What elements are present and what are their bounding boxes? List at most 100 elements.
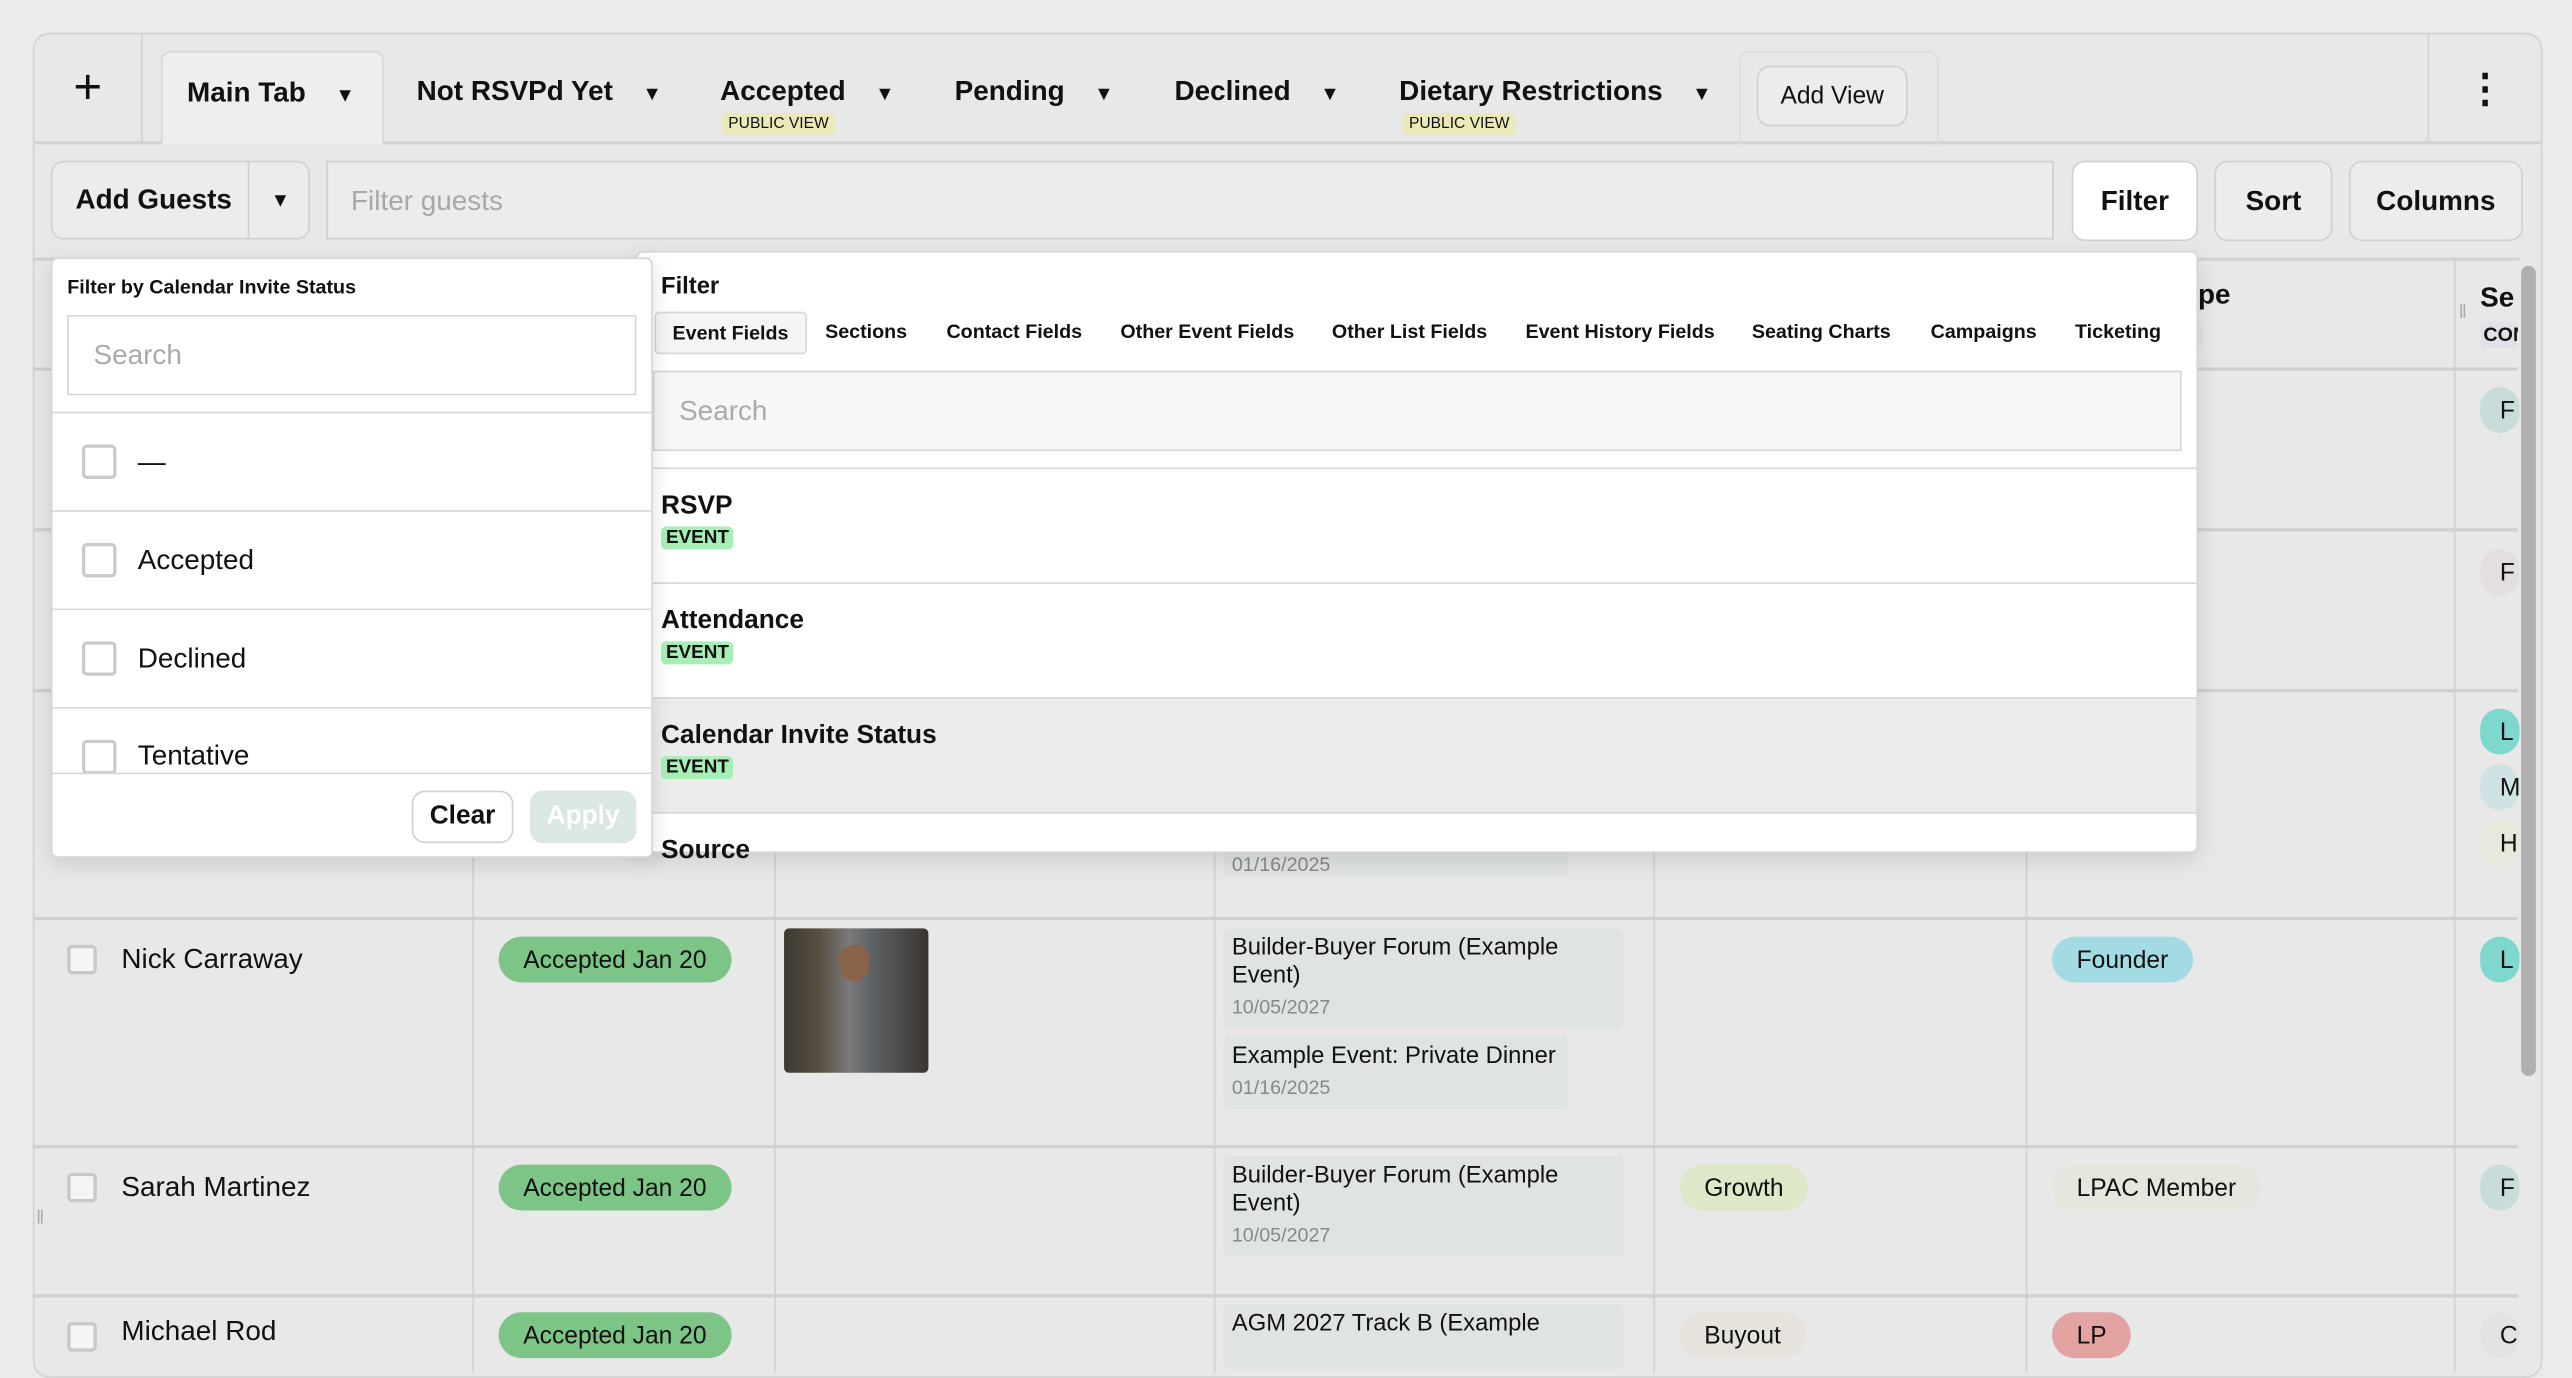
event-card: Builder-Buyer Forum (Example Event) 10/05…: [1223, 1156, 1624, 1257]
event-card: 01/16/2025: [1223, 828, 1569, 878]
tag-pill: F: [2480, 549, 2520, 596]
filter-button[interactable]: Filter: [2071, 160, 2199, 242]
public-view-badge: PUBLIC VIEW: [1402, 113, 1517, 135]
vertical-scrollbar[interactable]: [2521, 265, 2536, 1077]
event-name: AGM 2027 Track B (Example: [1231, 1310, 1540, 1337]
column-header-last[interactable]: Se: [2480, 282, 2515, 314]
tab-main[interactable]: Main Tab ▼: [160, 50, 384, 145]
row-checkbox[interactable]: [67, 1172, 97, 1203]
filter-tab-ticketing[interactable]: Ticketing: [2074, 319, 2162, 343]
field-option-source[interactable]: Source: [652, 811, 2197, 860]
filter-tab-contact-fields[interactable]: Contact Fields: [946, 319, 1083, 343]
event-date: 10/05/2027: [1231, 1223, 1331, 1247]
filter-tab-sections[interactable]: Sections: [825, 319, 908, 343]
field-option-attendance[interactable]: Attendance EVENT: [652, 582, 2197, 697]
clear-button[interactable]: Clear: [411, 790, 514, 844]
kebab-icon: ⋮: [2465, 66, 2505, 111]
tab-label: Main Tab: [186, 77, 306, 109]
field-option-rsvp[interactable]: RSVP EVENT: [652, 467, 2197, 582]
checkbox[interactable]: [82, 542, 117, 578]
checkbox[interactable]: [82, 739, 117, 773]
filter-tab-other-event-fields[interactable]: Other Event Fields: [1120, 319, 1295, 343]
checkbox[interactable]: [82, 444, 117, 479]
option-label: Accepted: [137, 543, 255, 575]
event-name: Example Event: Private Dinner: [1231, 1043, 1556, 1070]
filter-guests-input[interactable]: Filter guests: [326, 160, 2054, 240]
add-guests-button[interactable]: Add Guests ▼: [50, 160, 311, 240]
calendar-invite-status-filter-popup: Filter by Calendar Invite Status Search …: [50, 257, 653, 858]
guest-name[interactable]: Michael Rod: [121, 1315, 277, 1347]
tab-pending[interactable]: Pending ▼: [955, 51, 1114, 144]
column-last-tag: CON: [2480, 321, 2518, 348]
filter-tab-seating-charts[interactable]: Seating Charts: [1751, 319, 1891, 343]
tag-pill: M: [2480, 764, 2520, 811]
option-tentative[interactable]: Tentative: [52, 706, 652, 773]
event-card: AGM 2027 Track B (Example: [1223, 1304, 1624, 1370]
tag-pill: F: [2480, 1164, 2520, 1211]
popup-title: Filter by Calendar Invite Status: [67, 275, 357, 299]
row-checkbox[interactable]: [67, 944, 97, 975]
field-type-badge: EVENT: [661, 641, 734, 665]
event-name: Builder-Buyer Forum (Example Event): [1231, 934, 1559, 990]
caret-down-icon[interactable]: ▼: [1094, 82, 1114, 105]
apply-button[interactable]: Apply: [529, 790, 637, 844]
field-type-badge: EVENT: [661, 756, 734, 780]
tag-pill: L: [2480, 936, 2520, 983]
view-tabs-bar: [32, 33, 2543, 145]
column-resize-handle[interactable]: ‖: [2458, 300, 2467, 324]
caret-down-icon[interactable]: ▼: [1692, 82, 1712, 105]
row-resize-handle[interactable]: ‖: [36, 1205, 45, 1229]
checkbox[interactable]: [82, 641, 117, 676]
rsvp-status-pill: Accepted Jan 20: [498, 1164, 732, 1211]
event-date: 10/05/2027: [1231, 995, 1331, 1019]
caret-down-icon[interactable]: ▼: [335, 83, 355, 107]
guest-name[interactable]: Sarah Martinez: [121, 1171, 311, 1203]
option-label: —: [137, 445, 166, 477]
status-search-input[interactable]: Search: [67, 314, 637, 396]
plus-icon: +: [73, 60, 103, 115]
caret-down-icon[interactable]: ▼: [270, 188, 291, 212]
event-card: Example Event: Private Dinner 01/16/2025: [1223, 1036, 1569, 1109]
guest-name[interactable]: Nick Carraway: [121, 943, 303, 975]
option-accepted[interactable]: Accepted: [52, 510, 652, 608]
tab-label: Not RSVPd Yet: [416, 75, 613, 107]
tag-pill: Growth: [1679, 1164, 1809, 1211]
tag-pill: L: [2480, 708, 2520, 755]
filter-tab-event-history-fields[interactable]: Event History Fields: [1525, 319, 1715, 343]
columns-button[interactable]: Columns: [2348, 160, 2523, 242]
field-name: RSVP: [661, 492, 733, 520]
field-option-calendar-invite-status[interactable]: Calendar Invite Status EVENT: [652, 697, 2197, 812]
filter-tab-event-fields[interactable]: Event Fields: [654, 311, 807, 355]
add-tab-button[interactable]: +: [34, 34, 143, 143]
tag-pill: C: [2480, 1312, 2520, 1359]
option-declined[interactable]: Declined: [52, 608, 652, 707]
event-date: 01/16/2025: [1231, 852, 1331, 876]
filter-tab-other-list-fields[interactable]: Other List Fields: [1331, 319, 1488, 343]
option-empty[interactable]: —: [52, 411, 652, 510]
option-label: Declined: [137, 642, 247, 674]
caret-down-icon[interactable]: ▼: [642, 82, 662, 105]
tab-dietary-restrictions[interactable]: Dietary Restrictions ▼ PUBLIC VIEW: [1399, 51, 1712, 144]
add-guests-label[interactable]: Add Guests: [52, 162, 250, 238]
caret-down-icon[interactable]: ▼: [875, 82, 895, 105]
field-name: Calendar Invite Status: [661, 721, 937, 750]
tab-not-rsvpd[interactable]: Not RSVPd Yet ▼: [417, 51, 662, 144]
guest-photo: [784, 928, 929, 1073]
add-view-button[interactable]: Add View: [1756, 65, 1908, 127]
tab-label: Accepted: [720, 75, 846, 107]
column-header-type[interactable]: pe: [2198, 278, 2231, 311]
filter-tab-campaigns[interactable]: Campaigns: [1930, 319, 2037, 343]
sort-button[interactable]: Sort: [2214, 160, 2333, 242]
field-search-input[interactable]: Search: [652, 370, 2182, 452]
tab-accepted[interactable]: Accepted ▼ PUBLIC VIEW: [720, 51, 895, 144]
type-pill: LPAC Member: [2052, 1164, 2261, 1211]
caret-down-icon[interactable]: ▼: [1320, 82, 1340, 105]
tag-pill: Buyout: [1679, 1312, 1806, 1359]
more-options-button[interactable]: ⋮: [2427, 34, 2541, 143]
tab-label: Dietary Restrictions: [1399, 75, 1663, 107]
row-checkbox[interactable]: [67, 1322, 97, 1352]
tab-declined[interactable]: Declined ▼: [1174, 51, 1339, 144]
field-name: Source: [661, 836, 751, 860]
rsvp-status-pill: Accepted Jan 20: [498, 1312, 732, 1359]
public-view-badge: PUBLIC VIEW: [721, 113, 836, 135]
